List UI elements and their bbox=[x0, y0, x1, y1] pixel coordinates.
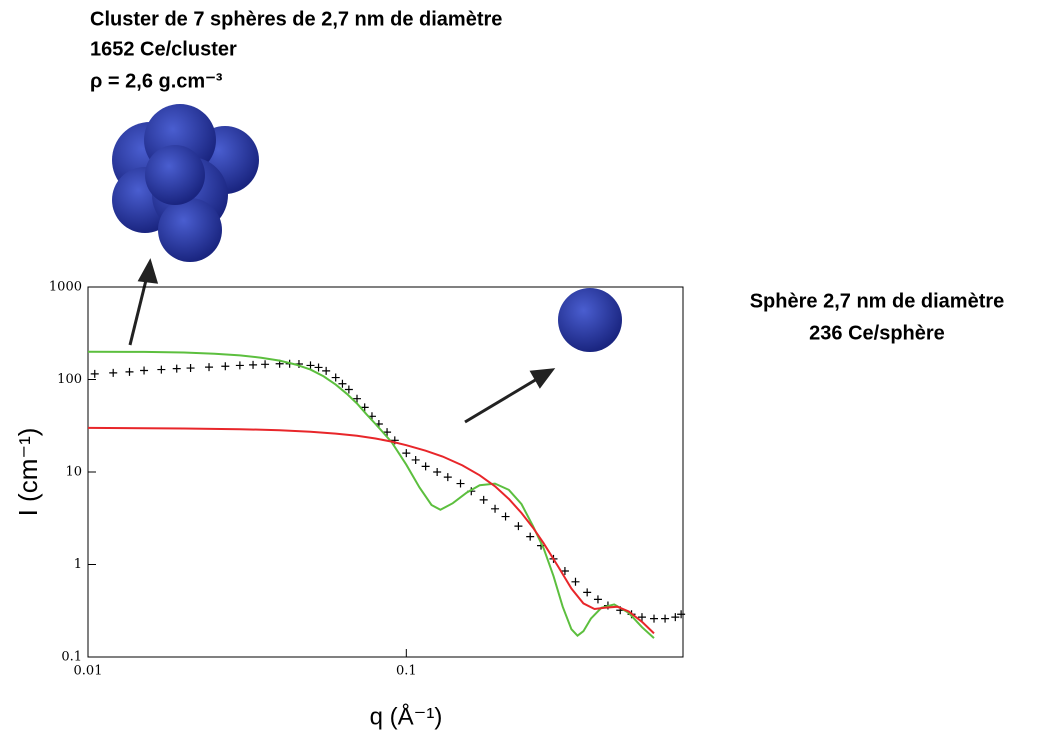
data-point bbox=[479, 495, 488, 504]
data-point bbox=[109, 368, 118, 377]
data-point bbox=[140, 366, 149, 375]
data-point bbox=[456, 479, 465, 488]
annotation: Sphère 2,7 nm de diamètre bbox=[750, 290, 1005, 312]
data-point bbox=[443, 473, 452, 482]
y-tick-label: 10 bbox=[65, 465, 82, 480]
y-tick-label: 1 bbox=[74, 557, 82, 572]
data-point bbox=[125, 367, 134, 376]
x-axis-label: q (Å⁻¹) bbox=[370, 702, 443, 730]
data-point bbox=[186, 364, 195, 373]
x-tick-label: 0.01 bbox=[74, 664, 103, 679]
data-point bbox=[90, 369, 99, 378]
data-point bbox=[402, 449, 411, 458]
data-point bbox=[514, 522, 523, 531]
annotation: 236 Ce/sphère bbox=[809, 322, 945, 344]
data-point bbox=[314, 363, 323, 372]
x-tick-label: 0.1 bbox=[396, 664, 417, 679]
data-point bbox=[411, 455, 420, 464]
annotation: 1652 Ce/cluster bbox=[90, 38, 237, 60]
data-point bbox=[221, 362, 230, 371]
data-point bbox=[306, 361, 315, 370]
model-line bbox=[87, 350, 655, 639]
data-point bbox=[560, 567, 569, 576]
y-axis-label: I (cm⁻¹) bbox=[13, 428, 43, 517]
annotation: ρ = 2,6 g.cm⁻³ bbox=[90, 70, 223, 92]
model-line bbox=[87, 426, 655, 635]
data-point bbox=[205, 363, 214, 372]
data-point bbox=[249, 360, 258, 369]
data-point bbox=[637, 613, 646, 622]
data-point bbox=[157, 365, 166, 374]
y-tick-label: 0.1 bbox=[61, 650, 82, 665]
y-tick-label: 1000 bbox=[49, 280, 82, 295]
data-point bbox=[172, 364, 181, 373]
data-point bbox=[526, 532, 535, 541]
data-point bbox=[421, 462, 430, 471]
annotation: Cluster de 7 sphères de 2,7 nm de diamèt… bbox=[90, 8, 502, 30]
sphere-image bbox=[558, 288, 622, 352]
data-point bbox=[338, 379, 347, 388]
data-point bbox=[583, 588, 592, 597]
data-point bbox=[491, 504, 500, 513]
data-point bbox=[433, 468, 442, 476]
data-point bbox=[235, 361, 244, 370]
data-point bbox=[501, 512, 510, 521]
data-point bbox=[331, 373, 340, 382]
cluster-image bbox=[112, 104, 259, 262]
data-point bbox=[571, 577, 580, 586]
y-tick-label: 100 bbox=[57, 372, 82, 387]
data-point bbox=[671, 613, 680, 622]
arrows bbox=[128, 258, 556, 424]
data-point bbox=[383, 428, 392, 437]
data-point bbox=[661, 614, 670, 623]
data-point bbox=[322, 366, 331, 375]
data-point bbox=[677, 610, 686, 619]
data-point bbox=[261, 360, 270, 369]
data-point bbox=[344, 385, 353, 394]
data-point bbox=[360, 403, 369, 412]
data-point bbox=[650, 614, 659, 623]
data-point bbox=[353, 394, 362, 403]
data-point bbox=[593, 595, 602, 604]
